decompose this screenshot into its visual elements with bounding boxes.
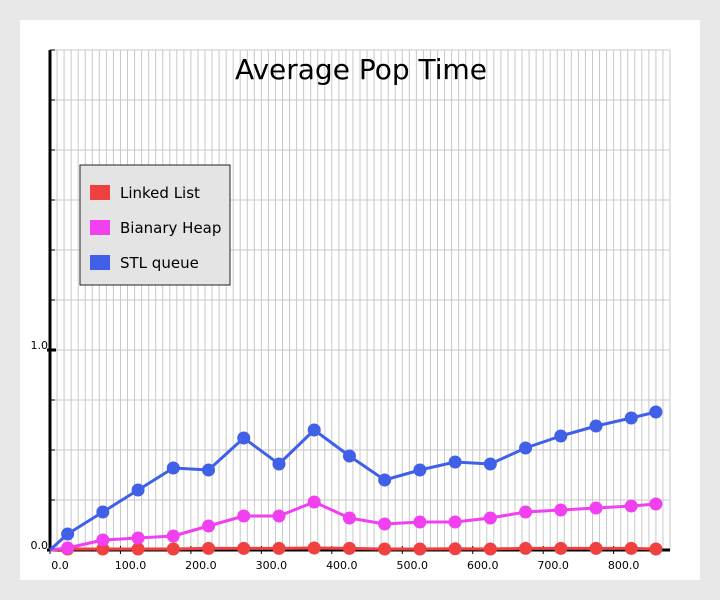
data-point xyxy=(649,405,663,419)
data-point xyxy=(483,511,497,525)
data-point xyxy=(202,541,216,555)
legend-swatch xyxy=(90,220,110,235)
grid xyxy=(50,49,671,550)
data-point xyxy=(131,483,145,497)
data-point xyxy=(342,541,356,555)
data-point xyxy=(519,441,533,455)
data-point xyxy=(589,541,603,555)
x-tick-label: 700.0 xyxy=(537,559,569,572)
data-point xyxy=(624,411,638,425)
data-point xyxy=(166,529,180,543)
series-layer xyxy=(48,405,663,556)
data-point xyxy=(589,419,603,433)
data-point xyxy=(96,542,110,556)
line-chart: 0.0 1.0 0.0 100.0 200.0 300.0 400.0 500.0 600.0 7… xyxy=(31,49,671,572)
axes: 0.0 1.0 0.0 100.0 200.0 300.0 400.0 500.0 600.0 7… xyxy=(31,49,670,572)
data-point xyxy=(483,457,497,471)
series-bianary-heap xyxy=(49,495,663,555)
data-point xyxy=(378,473,392,487)
data-point xyxy=(61,541,75,555)
data-point xyxy=(131,542,145,556)
data-point xyxy=(96,533,110,547)
data-point xyxy=(96,505,110,519)
data-point xyxy=(378,542,392,556)
x-tick-label: 200.0 xyxy=(185,559,217,572)
data-point xyxy=(413,463,427,477)
data-point xyxy=(448,542,462,556)
data-point xyxy=(554,541,568,555)
x-tick-label: 600.0 xyxy=(467,559,499,572)
data-point xyxy=(166,542,180,556)
chart-title: Average Pop Time xyxy=(235,53,487,86)
legend-label: STL queue xyxy=(120,254,199,272)
data-point xyxy=(202,519,216,533)
y-tick-label: 1.0 xyxy=(31,339,49,352)
legend-label: Linked List xyxy=(120,184,200,202)
series-stl-queue xyxy=(48,405,663,552)
data-point xyxy=(554,429,568,443)
data-point xyxy=(519,541,533,555)
data-point xyxy=(237,509,251,523)
data-point xyxy=(483,542,497,556)
legend: Linked List Bianary Heap STL queue xyxy=(79,164,231,286)
data-point xyxy=(378,517,392,531)
chart-frame: 0.0 1.0 0.0 100.0 200.0 300.0 400.0 500.0 600.0 7… xyxy=(20,20,700,580)
y-tick-label: 0.0 xyxy=(31,539,49,552)
data-point xyxy=(649,542,663,556)
data-point xyxy=(131,531,145,545)
data-point xyxy=(554,503,568,517)
data-point xyxy=(237,431,251,445)
data-point xyxy=(624,499,638,513)
x-tick-label: 300.0 xyxy=(256,559,288,572)
data-point xyxy=(413,542,427,556)
legend-swatch xyxy=(90,185,110,200)
data-point xyxy=(307,541,321,555)
data-point xyxy=(413,515,427,529)
data-point xyxy=(649,497,663,511)
data-point xyxy=(272,457,286,471)
data-point xyxy=(448,515,462,529)
data-point xyxy=(589,501,603,515)
data-point xyxy=(272,541,286,555)
data-point xyxy=(307,423,321,437)
data-point xyxy=(61,527,75,541)
legend-label: Bianary Heap xyxy=(120,219,221,237)
data-point xyxy=(624,541,638,555)
data-point xyxy=(342,449,356,463)
x-tick-label: 400.0 xyxy=(326,559,358,572)
data-point xyxy=(202,463,216,477)
data-point xyxy=(166,461,180,475)
data-point xyxy=(519,505,533,519)
data-point xyxy=(272,509,286,523)
x-tick-label: 800.0 xyxy=(608,559,640,572)
data-point xyxy=(342,511,356,525)
data-point xyxy=(237,541,251,555)
x-tick-label: 0.0 xyxy=(51,559,69,572)
legend-swatch xyxy=(90,255,110,270)
x-tick-label: 100.0 xyxy=(115,559,147,572)
data-point xyxy=(307,495,321,509)
x-tick-label: 500.0 xyxy=(397,559,429,572)
data-point xyxy=(448,455,462,469)
